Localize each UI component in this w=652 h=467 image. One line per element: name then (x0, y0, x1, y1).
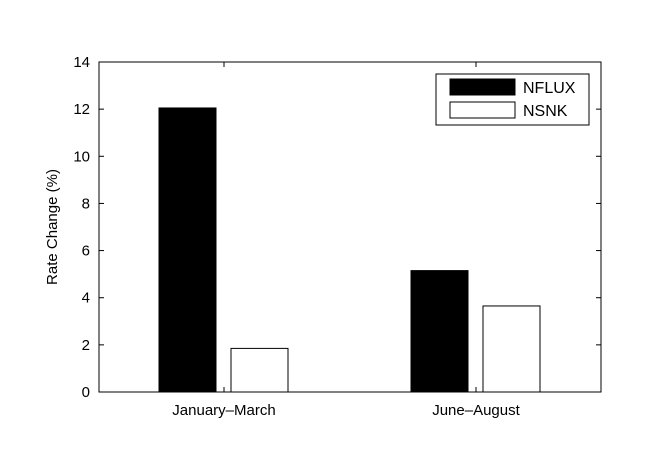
x-tick-label: January–March (172, 402, 275, 419)
bar-nflux (410, 270, 469, 393)
y-tick-label: 12 (73, 101, 90, 118)
y-axis-ticks: 0 2 4 6 8 10 12 14 (73, 54, 601, 401)
y-tick-label: 14 (73, 54, 90, 71)
y-axis-label: Rate Change (%) (44, 169, 61, 285)
bar-nsnk (482, 305, 541, 393)
y-tick-label: 6 (82, 243, 90, 260)
x-axis-ticks: January–March June–August (172, 62, 521, 419)
legend-swatch-nsnk (449, 101, 516, 119)
legend-label: NFLUX (523, 80, 576, 97)
y-tick-label: 10 (73, 148, 90, 165)
x-tick-label: June–August (432, 402, 520, 419)
legend: NFLUX NSNK (435, 73, 590, 126)
y-tick-label: 0 (82, 384, 90, 401)
bars (158, 107, 541, 393)
bar-nsnk (230, 347, 289, 393)
legend-label: NSNK (523, 103, 568, 120)
legend-swatch-nflux (449, 78, 516, 96)
y-tick-label: 2 (82, 337, 90, 354)
bar-nflux (158, 107, 217, 393)
y-tick-label: 4 (82, 290, 90, 307)
y-tick-label: 8 (82, 195, 90, 212)
